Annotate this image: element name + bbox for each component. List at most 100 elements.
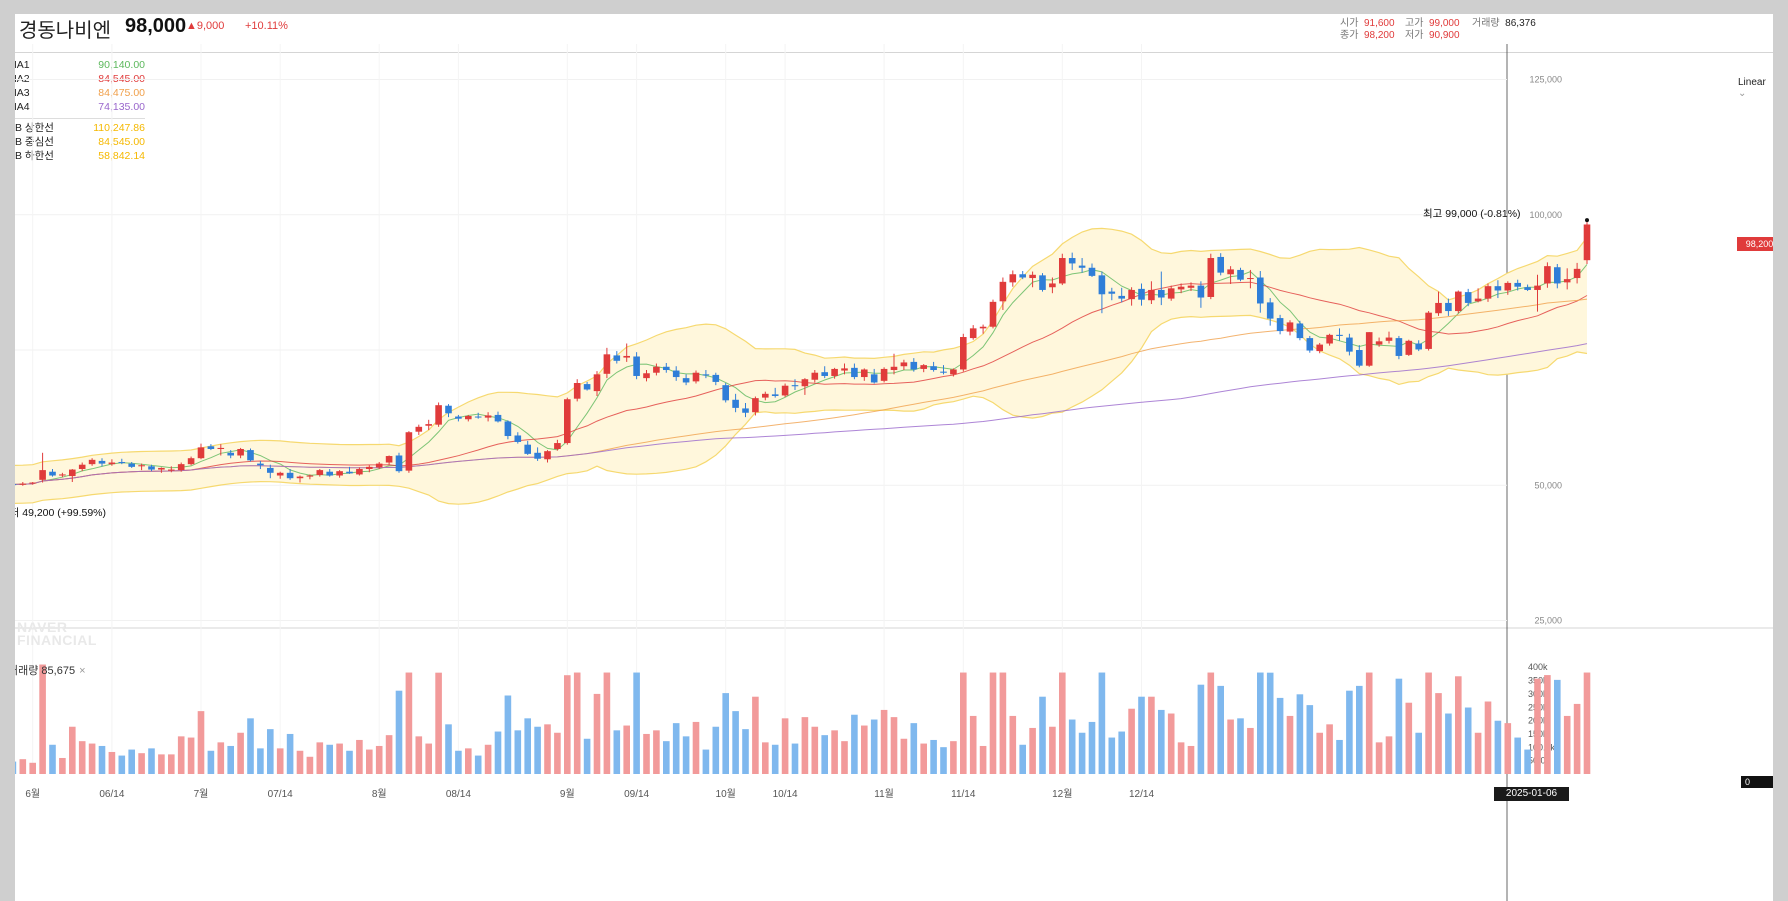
volume-bar <box>1583 672 1591 774</box>
date-axis-label: 09/14 <box>624 789 649 800</box>
candle-body <box>1336 334 1343 336</box>
ohlc-close: 종가 98,200 <box>1340 26 1395 41</box>
candle-body <box>1118 295 1125 299</box>
volume-bar <box>1039 696 1046 774</box>
candle-body <box>1464 292 1472 303</box>
legend-divider <box>15 118 145 119</box>
candle-body <box>1286 322 1294 332</box>
candle-body <box>692 372 700 382</box>
candle-body <box>1544 266 1551 284</box>
volume-bar <box>1078 732 1086 774</box>
candle-body <box>702 374 710 376</box>
volume-bar <box>1286 715 1294 774</box>
volume-bar <box>108 751 116 774</box>
volume-bar <box>870 719 878 774</box>
volume-bar <box>781 718 789 774</box>
candle-body <box>1484 286 1492 299</box>
volume-bar <box>39 664 46 774</box>
volume-bar <box>1247 727 1254 774</box>
volume-bar <box>296 750 304 774</box>
volume-bar <box>940 747 947 774</box>
candle-body <box>1316 344 1323 352</box>
price-chart[interactable]: 125,000100,00075,00050,00025,000400k350k… <box>15 14 1773 901</box>
price-axis-label: 50,000 <box>1534 480 1562 490</box>
volume-bar <box>405 672 413 774</box>
volume-bar <box>128 749 135 774</box>
volume-bar <box>227 745 234 774</box>
date-axis-label: 11월 <box>874 788 894 800</box>
candle-body <box>1207 258 1215 297</box>
volume-bar <box>979 745 987 774</box>
low-value: 90,900 <box>1428 30 1460 41</box>
candle-body <box>19 483 27 485</box>
volume-bar <box>1049 726 1056 774</box>
candle-body <box>1108 291 1116 294</box>
volume-bar <box>1148 696 1155 774</box>
volume-bar <box>1059 672 1066 774</box>
volume-bar <box>1375 742 1383 774</box>
scale-mode-dropdown[interactable]: Linear ⌄ <box>1738 77 1766 99</box>
candle-body <box>247 450 254 461</box>
ohlc-volume: 거래량 86,376 <box>1472 14 1536 29</box>
volume-bar <box>880 709 888 774</box>
candle-body <box>890 366 898 371</box>
volume-bar <box>49 744 56 774</box>
volume-bar <box>98 745 106 774</box>
crosshair-date-label: 2025-01-06 <box>1494 787 1569 801</box>
volume-bar <box>1316 732 1323 774</box>
volume-bar <box>395 690 403 774</box>
legend-ma3: MA384,475.00 <box>15 87 145 99</box>
volume-bar <box>524 718 531 774</box>
candle-body <box>1356 350 1363 366</box>
volume-bar <box>1029 727 1036 774</box>
volume-bar <box>771 744 779 774</box>
candle-body <box>1039 275 1046 290</box>
volume-bar <box>950 741 957 774</box>
candle-body <box>1385 337 1393 341</box>
candle-body <box>227 452 234 456</box>
high-label: 고가 <box>1405 18 1424 29</box>
volume-bar <box>177 736 185 774</box>
volume-bar <box>306 756 314 774</box>
candle-body <box>1554 267 1561 284</box>
candle-body <box>1514 282 1521 287</box>
volume-bar <box>1088 721 1096 774</box>
volume-bar <box>1415 732 1422 774</box>
candle-body <box>1237 269 1244 280</box>
volume-bar <box>1464 707 1472 774</box>
volume-bar <box>197 711 205 774</box>
candle-body <box>286 472 294 479</box>
volume-bar <box>1514 737 1521 774</box>
volume-bar <box>1068 719 1076 774</box>
volume-bar <box>841 741 848 774</box>
candle-body <box>445 405 452 414</box>
volume-bar <box>999 672 1007 774</box>
candle-body <box>1098 275 1106 295</box>
bollinger-band-fill <box>15 228 1587 505</box>
volume-bar <box>1445 713 1452 774</box>
date-axis-label: 11/14 <box>951 789 976 800</box>
volume-bar <box>425 743 432 774</box>
candle-body <box>177 464 185 471</box>
volume-bar <box>1237 718 1244 774</box>
candle-body <box>861 369 868 378</box>
volume-bar <box>1019 744 1026 774</box>
high-value: 99,000 <box>1428 18 1460 29</box>
date-axis-label: 6월 <box>25 788 40 800</box>
legend-ma1: MA190,140.00 <box>15 59 145 71</box>
candle-body <box>237 449 244 456</box>
candle-body <box>1365 332 1373 366</box>
volume-bar <box>663 741 670 774</box>
candle-body <box>465 416 472 420</box>
volume-bar <box>712 726 720 774</box>
candle-body <box>1583 224 1591 261</box>
volume-bar <box>19 759 27 774</box>
volume-bar <box>435 672 442 774</box>
candle-body <box>1405 340 1413 355</box>
volume-bar <box>682 736 690 774</box>
candle-body <box>435 405 442 425</box>
candle-body <box>752 398 759 413</box>
volume-bar <box>1534 678 1541 774</box>
high-marker-dot <box>1585 218 1589 223</box>
close-icon[interactable]: × <box>79 665 86 677</box>
